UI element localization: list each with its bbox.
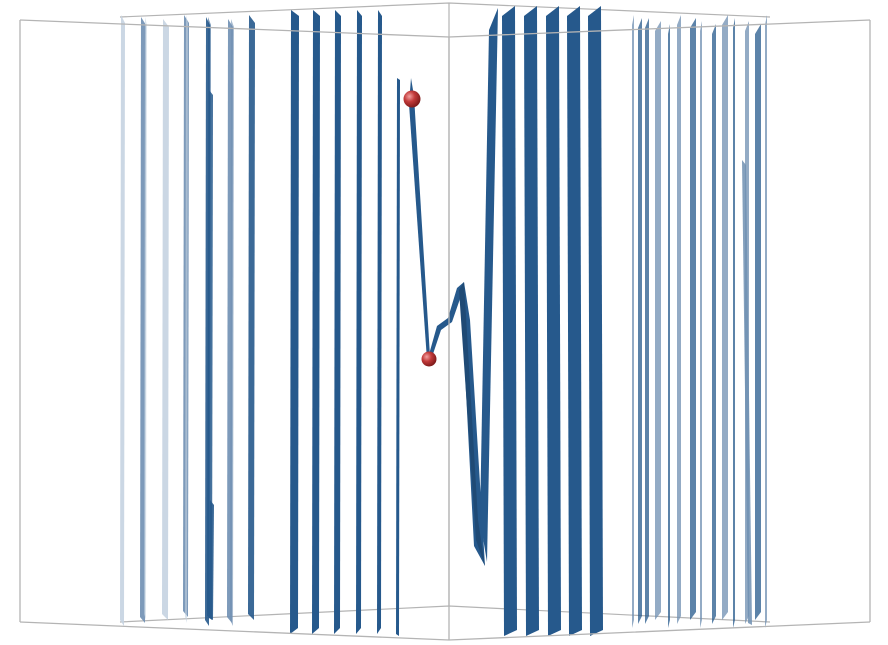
right-strand [668, 24, 670, 628]
right-ribbon [546, 6, 561, 636]
right-ribbon [567, 6, 582, 636]
middle-solid-ribbons [290, 10, 400, 636]
upper-marker-ball[interactable] [403, 90, 421, 108]
middle-ribbon [396, 78, 400, 636]
right-strand [722, 15, 728, 620]
central-ribbon-spike [409, 78, 430, 360]
left-spike [209, 500, 214, 620]
right-ribbon [524, 6, 539, 636]
right-ribbon [588, 6, 603, 636]
left-strand [230, 19, 234, 626]
right-strand [690, 18, 696, 620]
right-strand [700, 21, 702, 628]
right-strand [733, 18, 735, 628]
box-front-bottom-edge [19, 621, 871, 641]
right-strand [712, 24, 716, 624]
left-strand [162, 19, 169, 620]
right-ribbon [502, 6, 517, 636]
right-strand [645, 18, 649, 624]
left-strand [120, 15, 125, 626]
central-ribbon-fold [428, 282, 485, 566]
left-faint-strands [120, 15, 255, 626]
middle-ribbon [377, 10, 382, 634]
left-spike [207, 90, 213, 620]
right-strand [765, 15, 767, 628]
right-strand [755, 24, 761, 620]
right-strand [632, 15, 634, 628]
right-spike [742, 160, 752, 625]
left-strand [144, 17, 147, 620]
box-back-top-edge [119, 2, 771, 18]
middle-ribbon [356, 10, 362, 634]
left-strand [248, 15, 255, 620]
right-strand [655, 21, 661, 620]
right-solid-ribbons [502, 6, 603, 636]
bounding-box [119, 2, 771, 623]
right-strand [638, 18, 642, 624]
left-strand [185, 15, 188, 623]
box-front-top-edge [19, 19, 871, 38]
central-ribbon-curve [409, 8, 498, 566]
central-ribbon-fold-shade [459, 282, 485, 566]
middle-ribbon [312, 10, 320, 634]
box-back-bottom-edge [119, 605, 771, 623]
right-strand [677, 15, 681, 624]
right-faint-strands [632, 15, 767, 628]
bounding-box-front [19, 19, 871, 641]
central-ribbon-rise [480, 8, 498, 562]
lower-marker-ball[interactable] [421, 351, 437, 367]
middle-ribbon [334, 10, 341, 634]
middle-ribbon [290, 10, 299, 634]
